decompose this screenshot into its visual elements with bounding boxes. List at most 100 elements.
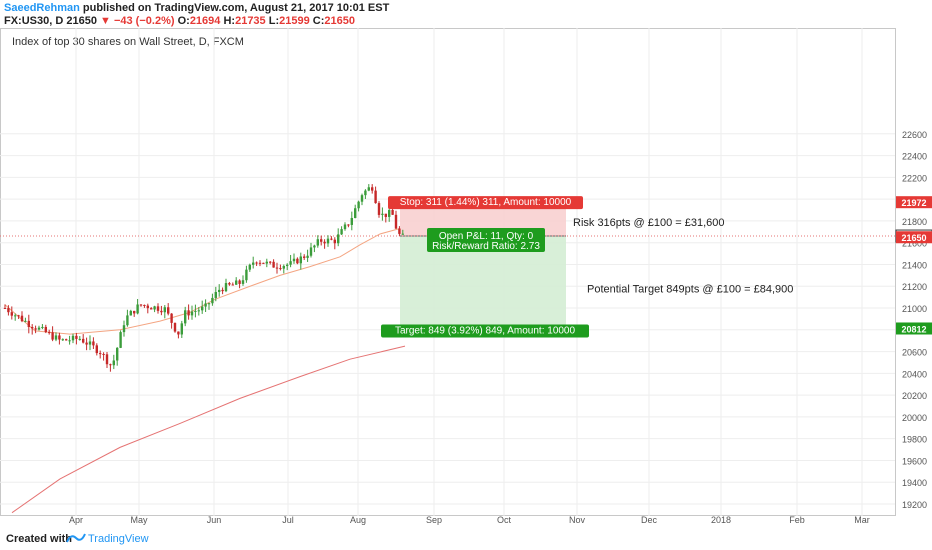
- candle-body: [340, 229, 343, 235]
- candle-body: [289, 261, 292, 265]
- candle-body: [184, 310, 187, 324]
- fast-moving-average: [4, 228, 401, 335]
- candle-body: [197, 310, 200, 312]
- candle-body: [265, 261, 268, 264]
- candle-body: [112, 360, 115, 366]
- candle-body: [14, 315, 17, 317]
- candle-body: [299, 256, 302, 264]
- x-tick-label: Oct: [497, 515, 512, 525]
- candle-body: [180, 323, 183, 335]
- y-tick-label: 21000: [902, 304, 927, 314]
- candle-body: [313, 245, 316, 248]
- plot-frame: [0, 28, 896, 516]
- candle-body: [65, 339, 68, 341]
- candle-body: [58, 335, 61, 340]
- candle-body: [48, 332, 51, 334]
- candle-body: [143, 304, 146, 306]
- target-label-bg: [381, 324, 589, 338]
- candle-body: [156, 306, 160, 311]
- candle-body: [201, 306, 204, 311]
- candle-body: [61, 339, 64, 341]
- pnl-box: [427, 228, 545, 253]
- y-tick-label: 20600: [902, 348, 927, 358]
- candle-body: [173, 322, 177, 332]
- candle-body: [248, 264, 251, 270]
- candle-body: [136, 304, 139, 314]
- price-tag-bg: [896, 196, 932, 209]
- rr-label: Risk/Reward Ratio: 2.73: [432, 241, 540, 252]
- candle-body: [309, 247, 313, 256]
- candle-body: [170, 313, 173, 323]
- candle-body: [252, 262, 255, 265]
- x-tick-label: Sep: [426, 515, 442, 525]
- y-tick-label: 21800: [902, 217, 927, 227]
- x-tick-label: Apr: [69, 515, 83, 525]
- candle-body: [245, 269, 248, 281]
- x-tick-label: Nov: [569, 515, 586, 525]
- candle-body: [235, 280, 238, 285]
- candle-body: [221, 289, 224, 292]
- candle-body: [258, 262, 262, 264]
- price-tag-bg: [896, 231, 932, 244]
- y-tick-label: 21200: [902, 282, 927, 292]
- candle-body: [119, 332, 122, 348]
- candle-body: [187, 310, 190, 316]
- y-tick-label: 21600: [902, 239, 927, 249]
- candle-body: [292, 258, 296, 262]
- candle-body: [224, 283, 228, 292]
- candle-body: [347, 224, 350, 226]
- x-tick-label: 2018: [711, 515, 731, 525]
- candle-body: [391, 210, 394, 215]
- tradingview-brand-link[interactable]: TradingView: [88, 533, 149, 545]
- price-tag: 21650: [901, 233, 926, 243]
- candle-body: [44, 326, 47, 333]
- candle-body: [82, 338, 85, 343]
- price-tag-bg: [896, 322, 932, 335]
- x-tick-label: Jun: [207, 515, 222, 525]
- x-tick-label: Mar: [854, 515, 870, 525]
- down-arrow-icon: ▼: [100, 15, 111, 27]
- candle-body: [255, 262, 258, 264]
- candle-body: [194, 310, 197, 312]
- candle-body: [122, 325, 126, 333]
- candle-body: [10, 312, 13, 316]
- y-tick-label: 22400: [902, 152, 927, 162]
- candle-body: [371, 187, 374, 191]
- target-label: Target: 849 (3.92%) 849, Amount: 10000: [395, 325, 576, 336]
- candle-body: [388, 210, 391, 217]
- candle-body: [367, 187, 370, 191]
- candle-body: [102, 353, 105, 355]
- candle-body: [275, 267, 279, 269]
- y-tick-label: 20000: [902, 413, 927, 423]
- candle-body: [218, 289, 221, 292]
- publisher-line: SaeedRehman published on TradingView.com…: [4, 2, 389, 14]
- x-tick-label: May: [130, 515, 148, 525]
- y-tick-label: 19800: [902, 435, 927, 445]
- candle-body: [279, 268, 282, 270]
- candle-body: [211, 297, 214, 304]
- x-tick-label: Dec: [641, 515, 658, 525]
- candle-body: [269, 261, 272, 263]
- candle-body: [394, 214, 398, 229]
- moving-averages: [4, 228, 406, 514]
- candle-body: [34, 328, 37, 330]
- x-tick-label: Feb: [789, 515, 805, 525]
- low-label: L:: [268, 15, 280, 27]
- y-tick-label: 19400: [902, 478, 927, 488]
- candle-body: [150, 308, 153, 310]
- x-tick-label: Aug: [350, 515, 366, 525]
- candle-body: [214, 291, 217, 298]
- candle-body: [95, 345, 98, 354]
- candle-body: [374, 190, 377, 204]
- candle-body: [354, 208, 357, 218]
- y-tick-label: 19600: [902, 456, 927, 466]
- publication-header: SaeedRehman published on TradingView.com…: [0, 0, 932, 28]
- author-link[interactable]: SaeedRehman: [4, 2, 80, 14]
- candle-body: [31, 326, 34, 329]
- candle-body: [231, 284, 234, 286]
- candle-body: [343, 224, 347, 230]
- candle-body: [296, 258, 299, 264]
- candle-body: [24, 320, 27, 322]
- stop-label: Stop: 311 (1.44%) 311, Amount: 10000: [400, 197, 572, 208]
